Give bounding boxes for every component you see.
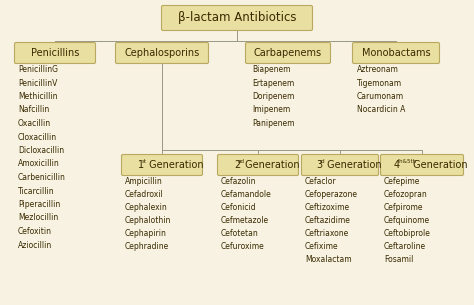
Text: Cefmetazole: Cefmetazole — [221, 216, 269, 225]
Text: Cephalothin: Cephalothin — [125, 216, 172, 225]
Text: Amoxicillin: Amoxicillin — [18, 160, 60, 168]
Text: Generation: Generation — [242, 160, 300, 170]
Text: Cephapirin: Cephapirin — [125, 229, 167, 238]
Text: Cefixime: Cefixime — [305, 242, 338, 251]
Text: Ticarcillin: Ticarcillin — [18, 186, 55, 196]
Text: Cefpirome: Cefpirome — [384, 203, 423, 212]
Text: Nocardicin A: Nocardicin A — [357, 106, 405, 114]
Text: Cephradine: Cephradine — [125, 242, 169, 251]
Text: st: st — [142, 159, 147, 164]
Text: Generation: Generation — [146, 160, 203, 170]
FancyBboxPatch shape — [162, 5, 312, 30]
FancyBboxPatch shape — [121, 155, 202, 175]
Text: Nafcillin: Nafcillin — [18, 106, 49, 114]
Text: PenicillinV: PenicillinV — [18, 78, 57, 88]
Text: Cefaclor: Cefaclor — [305, 177, 337, 186]
Text: Generation: Generation — [410, 160, 468, 170]
Text: Cefazolin: Cefazolin — [221, 177, 256, 186]
Text: Methicillin: Methicillin — [18, 92, 57, 101]
Text: Piperacillin: Piperacillin — [18, 200, 60, 209]
Text: PenicillinG: PenicillinG — [18, 65, 58, 74]
Text: Imipenem: Imipenem — [252, 106, 290, 114]
Text: Ceftaroline: Ceftaroline — [384, 242, 426, 251]
Text: Aztreonam: Aztreonam — [357, 65, 399, 74]
Text: 2: 2 — [234, 160, 240, 170]
Text: Cephalexin: Cephalexin — [125, 203, 168, 212]
Text: Cefoxitin: Cefoxitin — [18, 227, 52, 236]
FancyBboxPatch shape — [246, 42, 330, 63]
Text: Biapenem: Biapenem — [252, 65, 291, 74]
Text: Generation: Generation — [324, 160, 382, 170]
Text: Ceftazidime: Ceftazidime — [305, 216, 351, 225]
Text: Ceftobiprole: Ceftobiprole — [384, 229, 431, 238]
FancyBboxPatch shape — [381, 155, 464, 175]
Text: Cefuroxime: Cefuroxime — [221, 242, 265, 251]
Text: Cefotetan: Cefotetan — [221, 229, 259, 238]
Text: Ceftriaxone: Ceftriaxone — [305, 229, 349, 238]
Text: Tigemonam: Tigemonam — [357, 78, 402, 88]
Text: Cefonicid: Cefonicid — [221, 203, 256, 212]
Text: Fosamil: Fosamil — [384, 255, 413, 264]
Text: Cefozopran: Cefozopran — [384, 190, 428, 199]
Text: Panipenem: Panipenem — [252, 119, 294, 128]
Text: Doripenem: Doripenem — [252, 92, 294, 101]
Text: 3: 3 — [316, 160, 322, 170]
Text: Ampicillin: Ampicillin — [125, 177, 163, 186]
Text: Carbenicillin: Carbenicillin — [18, 173, 66, 182]
Text: Cefoperazone: Cefoperazone — [305, 190, 358, 199]
Text: Cloxacillin: Cloxacillin — [18, 132, 57, 142]
FancyBboxPatch shape — [301, 155, 379, 175]
Text: Cefepime: Cefepime — [384, 177, 420, 186]
Text: Aziocillin: Aziocillin — [18, 241, 52, 249]
Text: Ertapenem: Ertapenem — [252, 78, 294, 88]
Text: β-lactam Antibiotics: β-lactam Antibiotics — [178, 12, 296, 24]
Text: nd: nd — [238, 159, 245, 164]
Text: Cefamandole: Cefamandole — [221, 190, 272, 199]
Text: Cephalosporins: Cephalosporins — [124, 48, 200, 58]
Text: Oxacillin: Oxacillin — [18, 119, 51, 128]
Text: Monobactams: Monobactams — [362, 48, 430, 58]
Text: rd: rd — [320, 159, 325, 164]
FancyBboxPatch shape — [218, 155, 299, 175]
Text: Carbapenems: Carbapenems — [254, 48, 322, 58]
Text: Cefadroxil: Cefadroxil — [125, 190, 164, 199]
Text: Cefquinome: Cefquinome — [384, 216, 430, 225]
Text: th&5th: th&5th — [398, 159, 417, 164]
FancyBboxPatch shape — [353, 42, 439, 63]
FancyBboxPatch shape — [116, 42, 209, 63]
FancyBboxPatch shape — [15, 42, 95, 63]
Text: Carumonam: Carumonam — [357, 92, 404, 101]
Text: Dicloxacillin: Dicloxacillin — [18, 146, 64, 155]
Text: 1: 1 — [138, 160, 144, 170]
Text: Mezlocillin: Mezlocillin — [18, 214, 58, 223]
Text: 4: 4 — [394, 160, 400, 170]
Text: Ceftizoxime: Ceftizoxime — [305, 203, 350, 212]
Text: Penicillins: Penicillins — [31, 48, 79, 58]
Text: Moxalactam: Moxalactam — [305, 255, 352, 264]
